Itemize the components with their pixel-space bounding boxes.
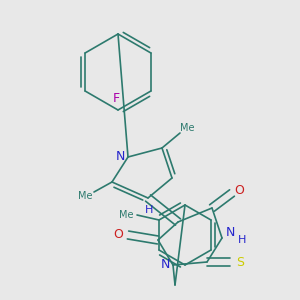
Text: S: S: [236, 256, 244, 268]
Text: O: O: [234, 184, 244, 196]
Text: H: H: [238, 235, 246, 245]
Text: O: O: [113, 229, 123, 242]
Text: F: F: [112, 92, 120, 104]
Text: N: N: [225, 226, 235, 239]
Text: Me: Me: [119, 210, 133, 220]
Text: Me: Me: [180, 123, 194, 133]
Text: H: H: [145, 205, 153, 215]
Text: Me: Me: [78, 191, 92, 201]
Text: N: N: [160, 259, 170, 272]
Text: N: N: [115, 151, 125, 164]
